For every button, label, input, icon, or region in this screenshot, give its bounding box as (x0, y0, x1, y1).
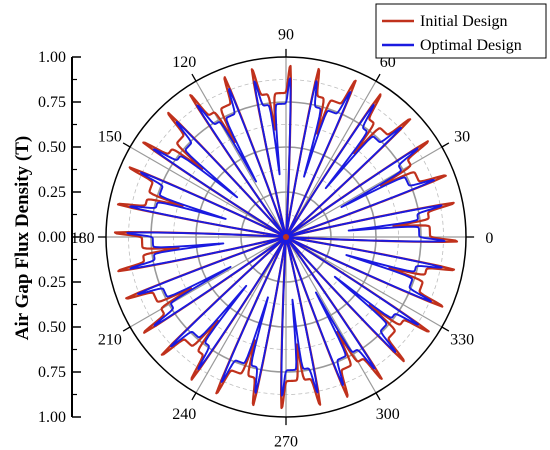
series-line-initial-design (113, 64, 459, 410)
angle-tick-mark (375, 73, 381, 82)
radial-grid-line (195, 80, 287, 238)
angle-tick-mark (375, 392, 381, 401)
radial-tick-label: 0.25 (38, 274, 66, 291)
radial-tick-label: 0.75 (38, 94, 66, 111)
radial-tick-label: 0.25 (38, 184, 66, 201)
radial-grid-line (129, 236, 287, 328)
angle-tick-mark (441, 142, 450, 148)
radial-grid-line (285, 236, 377, 394)
y-axis-label: Air Gap Flux Density (T) (12, 136, 33, 340)
center-marker (283, 234, 289, 240)
legend-label: Initial Design (420, 13, 508, 30)
radial-tick-label: 1.00 (38, 49, 66, 66)
angle-tick-label: 30 (454, 128, 470, 145)
radial-grid-line (285, 146, 443, 238)
radial-tick-label: 0.50 (38, 319, 66, 336)
angle-tick-label: 240 (172, 406, 196, 423)
angle-tick-label: 90 (278, 27, 294, 44)
radial-axis: 1.00 0.75 0.50 0.25 0.00 0.25 0.50 0.75 1.00 (38, 49, 81, 426)
angle-tick-label: 300 (376, 406, 400, 423)
angle-tick-mark (122, 142, 131, 148)
angle-tick-label: 270 (274, 433, 298, 450)
angle-tick-label: 0 (485, 230, 493, 247)
angle-tick-mark (122, 326, 131, 332)
radial-tick-label: 0.00 (38, 229, 66, 246)
legend-box (375, 3, 547, 59)
radial-tick-label: 0.50 (38, 139, 66, 156)
series-line-optimal-design (126, 77, 446, 397)
radial-tick-label: 1.00 (38, 409, 66, 426)
radial-tick-label: 0.75 (38, 364, 66, 381)
angle-tick-label: 180 (71, 230, 95, 247)
polar-frame (97, 48, 475, 426)
legend: Initial Design Optimal Design (375, 3, 547, 59)
angle-tick-mark (441, 326, 450, 332)
angle-tick-mark (191, 392, 197, 401)
angle-tick-mark (191, 73, 197, 82)
angle-tick-label: 210 (98, 332, 122, 349)
legend-label: Optimal Design (420, 37, 522, 54)
angle-tick-label: 330 (450, 332, 474, 349)
angle-tick-label: 150 (98, 128, 122, 145)
angle-tick-label: 120 (172, 54, 196, 71)
series-layer (113, 64, 459, 410)
